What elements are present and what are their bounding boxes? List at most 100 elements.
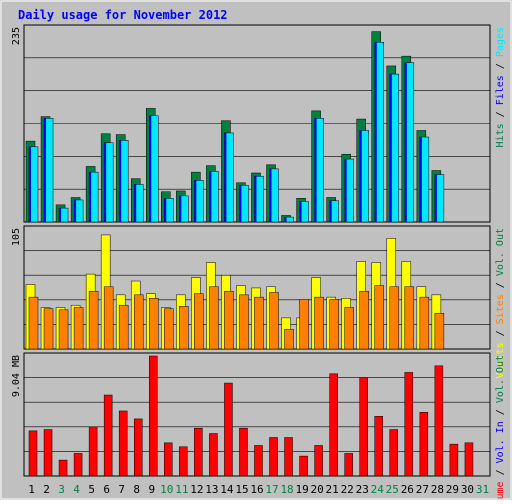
legend-part: Vol. Out bbox=[495, 228, 506, 276]
files-bar bbox=[284, 217, 287, 222]
volume-bar bbox=[164, 442, 173, 477]
files-bar bbox=[329, 200, 332, 222]
files-bar bbox=[374, 42, 377, 223]
files-bar bbox=[299, 201, 302, 222]
volume-bar bbox=[88, 426, 98, 477]
x-tick-label: 3 bbox=[58, 483, 65, 496]
files-bar bbox=[359, 130, 362, 222]
volume-bar bbox=[404, 372, 414, 477]
files-bar bbox=[179, 195, 182, 222]
sites-bar bbox=[359, 291, 369, 350]
x-tick-label: 5 bbox=[88, 483, 95, 496]
volume-bar bbox=[239, 427, 248, 477]
sites-bar bbox=[254, 296, 264, 350]
volume-bar bbox=[43, 429, 53, 477]
sites-bar bbox=[434, 313, 445, 350]
files-bar bbox=[74, 199, 77, 222]
sites-bar bbox=[269, 292, 279, 350]
sites-bar bbox=[73, 307, 84, 350]
volume-bar bbox=[329, 373, 338, 477]
volume-bar bbox=[269, 437, 278, 477]
files-bar bbox=[434, 174, 437, 222]
files-bar bbox=[344, 159, 347, 222]
x-tick-label: 14 bbox=[220, 483, 234, 496]
volume-bar bbox=[254, 445, 263, 477]
sites-bar bbox=[419, 296, 430, 350]
right-legend: Visits / Sites / Vol. Out bbox=[495, 228, 506, 379]
files-bar bbox=[149, 115, 152, 222]
x-tick-label: 28 bbox=[431, 483, 444, 496]
x-tick-label: 18 bbox=[280, 483, 293, 496]
x-tick-label: 26 bbox=[401, 483, 414, 496]
volume-bar bbox=[133, 418, 143, 477]
sites-bar bbox=[133, 294, 144, 350]
files-bar bbox=[119, 140, 122, 222]
files-bar bbox=[59, 208, 62, 222]
files-bar bbox=[209, 171, 212, 222]
x-tick-label: 1 bbox=[28, 483, 35, 496]
sites-bar bbox=[389, 286, 400, 350]
sites-bar bbox=[118, 304, 129, 350]
y-max-label: 105 bbox=[11, 228, 22, 246]
right-legend: Hits / Files / Pages bbox=[495, 27, 506, 147]
x-tick-label: 11 bbox=[175, 483, 188, 496]
volume-bar bbox=[209, 433, 218, 477]
legend-part: / bbox=[495, 105, 506, 123]
legend-part: Sites bbox=[495, 294, 506, 324]
files-bar bbox=[269, 168, 272, 222]
volume-bar bbox=[299, 455, 308, 477]
x-tick-label: 2 bbox=[43, 483, 50, 496]
legend-part: / bbox=[495, 463, 506, 481]
sites-bar bbox=[299, 299, 309, 350]
files-bar bbox=[164, 198, 167, 222]
sites-bar bbox=[179, 306, 189, 350]
legend-part: / bbox=[495, 403, 506, 421]
volume-bar bbox=[449, 443, 459, 477]
legend-part: Vol. In bbox=[495, 421, 506, 463]
x-tick-label: 15 bbox=[235, 483, 248, 496]
legend-part: / bbox=[495, 276, 506, 294]
volume-bar bbox=[344, 453, 353, 477]
sites-bar bbox=[58, 309, 69, 350]
files-bar bbox=[254, 176, 257, 222]
x-tick-label: 7 bbox=[118, 483, 125, 496]
sites-bar bbox=[404, 286, 415, 350]
volume-bar bbox=[434, 365, 444, 477]
files-bar bbox=[224, 132, 227, 222]
files-bar bbox=[89, 172, 92, 222]
legend-part: Files bbox=[495, 75, 506, 105]
x-tick-label: 13 bbox=[205, 483, 218, 496]
chart-title: Daily usage for November 2012 bbox=[18, 8, 228, 22]
x-tick-label: 10 bbox=[160, 483, 173, 496]
volume-bar bbox=[179, 446, 188, 477]
files-bar bbox=[419, 137, 422, 222]
volume-bar bbox=[419, 412, 429, 477]
x-tick-label: 17 bbox=[265, 483, 278, 496]
x-tick-label: 23 bbox=[356, 483, 369, 496]
legend-part: Pages bbox=[495, 27, 506, 57]
legend-part: Hits bbox=[495, 123, 506, 147]
x-tick-label: 21 bbox=[326, 483, 339, 496]
files-bar bbox=[194, 180, 197, 222]
volume-bar bbox=[389, 429, 399, 477]
files-bar bbox=[104, 142, 107, 222]
sites-bar bbox=[344, 307, 354, 350]
x-tick-label: 12 bbox=[190, 483, 203, 496]
x-tick-label: 30 bbox=[461, 483, 474, 496]
x-tick-label: 29 bbox=[446, 483, 459, 496]
files-bar bbox=[389, 74, 392, 223]
x-tick-label: 19 bbox=[295, 483, 308, 496]
volume-bar bbox=[224, 382, 233, 477]
x-tick-label: 8 bbox=[133, 483, 140, 496]
sites-bar bbox=[239, 294, 249, 350]
legend-part: / bbox=[495, 57, 506, 75]
volume-bar bbox=[314, 445, 323, 477]
sites-bar bbox=[374, 285, 384, 350]
sites-bar bbox=[149, 298, 159, 350]
volume-bar bbox=[149, 355, 158, 477]
x-tick-label: 20 bbox=[311, 483, 324, 496]
x-tick-label: 22 bbox=[341, 483, 354, 496]
volume-bar bbox=[194, 427, 203, 477]
right-legend: Volume / Vol. In / Vol. Out bbox=[495, 355, 506, 500]
